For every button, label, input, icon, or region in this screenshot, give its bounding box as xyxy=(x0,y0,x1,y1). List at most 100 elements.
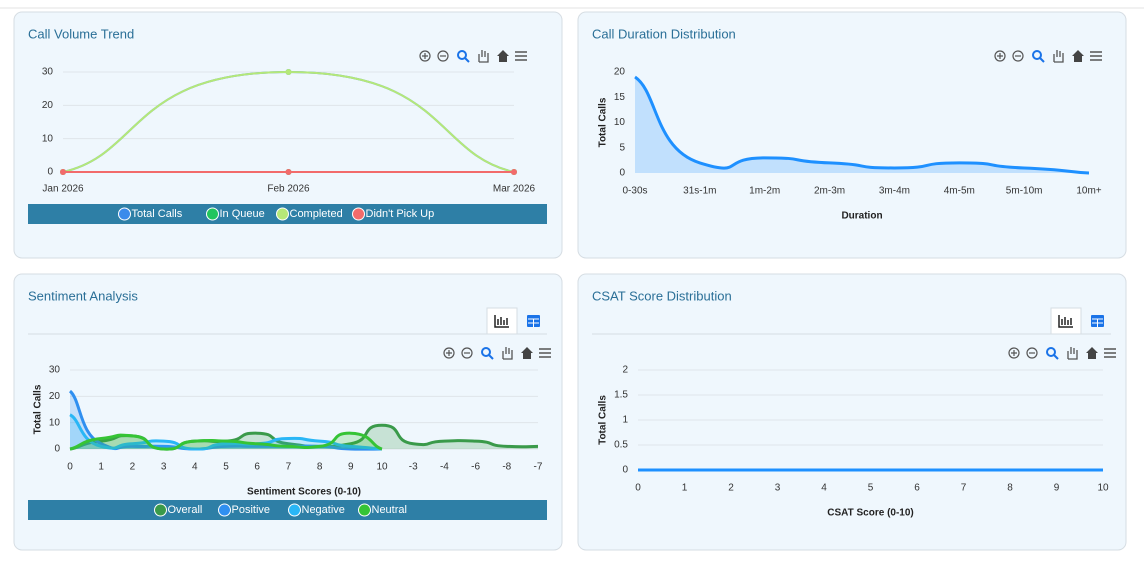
x-axis-title: CSAT Score (0-10) xyxy=(827,508,914,519)
x-tick-label: 1m-2m xyxy=(749,186,780,197)
legend-label: In Queue xyxy=(220,208,265,220)
x-tick-label: -6 xyxy=(471,462,480,473)
series-area xyxy=(635,77,1089,173)
chart-view-tab[interactable] xyxy=(1050,307,1082,335)
selection-zoom-icon xyxy=(1053,354,1059,360)
selection-zoom-button[interactable] xyxy=(1032,50,1042,60)
legend-item[interactable]: Overall xyxy=(154,503,203,517)
x-tick-label: 9 xyxy=(348,462,354,473)
x-tick-label: 6 xyxy=(254,462,260,473)
x-tick-label: -4 xyxy=(440,462,449,473)
x-tick-label: 1 xyxy=(682,483,688,494)
y-tick-label: 30 xyxy=(49,365,61,376)
menu-button[interactable] xyxy=(515,51,527,61)
selection-zoom-icon xyxy=(464,57,470,63)
pan-button[interactable] xyxy=(478,50,489,63)
x-tick-label: 3 xyxy=(775,483,781,494)
selection-zoom-icon xyxy=(488,354,494,360)
legend-item[interactable]: Neutral xyxy=(358,503,407,517)
x-tick-label: 10m+ xyxy=(1076,186,1101,197)
legend-item[interactable]: Didn't Pick Up xyxy=(352,207,435,221)
x-tick-label: 6 xyxy=(914,483,920,494)
chart-title: Sentiment Analysis xyxy=(28,288,138,303)
zoom-in-button[interactable] xyxy=(1008,347,1020,359)
chart-toolbar xyxy=(419,50,527,63)
x-tick-label: 2 xyxy=(728,483,734,494)
selection-zoom-button[interactable] xyxy=(1046,347,1056,357)
y-tick-label: 0 xyxy=(47,167,53,178)
zoom-out-button[interactable] xyxy=(461,347,473,359)
legend-marker xyxy=(352,207,365,221)
x-tick-label: 7 xyxy=(961,483,967,494)
selection-zoom-button[interactable] xyxy=(481,347,491,357)
pan-button[interactable] xyxy=(502,347,513,360)
x-tick-label: 10 xyxy=(1097,483,1109,494)
y-tick-label: 0 xyxy=(54,444,60,455)
x-tick-label: 4 xyxy=(192,462,198,473)
chart-view-tab[interactable] xyxy=(486,307,518,335)
x-tick-label: 2 xyxy=(130,462,136,473)
y-tick-label: 0 xyxy=(619,168,625,179)
legend-label: Neutral xyxy=(372,504,407,516)
reset-zoom-button[interactable] xyxy=(1072,50,1084,62)
legend-label: Didn't Pick Up xyxy=(366,208,435,220)
data-point xyxy=(511,169,517,175)
legend-item[interactable]: In Queue xyxy=(206,207,265,221)
y-tick-label: 1.5 xyxy=(614,390,628,401)
reset-zoom-button[interactable] xyxy=(521,347,533,359)
x-tick-label: 3 xyxy=(161,462,167,473)
menu-button[interactable] xyxy=(1104,348,1116,358)
legend-label: Overall xyxy=(168,504,203,516)
pan-button[interactable] xyxy=(1053,50,1064,63)
legend-marker xyxy=(154,503,167,517)
y-tick-label: 5 xyxy=(619,142,625,153)
y-tick-label: 15 xyxy=(614,92,626,103)
legend-item[interactable]: Positive xyxy=(218,503,271,517)
legend-marker xyxy=(288,503,301,517)
x-tick-label: Jan 2026 xyxy=(42,184,84,195)
zoom-out-button[interactable] xyxy=(1012,50,1024,62)
x-tick-label: 3m-4m xyxy=(879,186,910,197)
chart-card xyxy=(577,273,1127,551)
x-tick-label: 5 xyxy=(223,462,229,473)
zoom-out-button[interactable] xyxy=(437,50,449,62)
menu-button[interactable] xyxy=(1090,51,1102,61)
zoom-in-icon xyxy=(997,53,1003,59)
y-axis-title: Total Calls xyxy=(598,395,609,445)
legend-marker xyxy=(218,503,231,517)
legend-item[interactable]: Total Calls xyxy=(118,207,183,221)
legend-label: Total Calls xyxy=(132,208,183,220)
x-tick-label: 4m-5m xyxy=(944,186,975,197)
zoom-in-button[interactable] xyxy=(443,347,455,359)
chart-toolbar xyxy=(994,50,1102,63)
x-tick-label: 31s-1m xyxy=(683,186,716,197)
chart-toolbar xyxy=(443,347,551,360)
legend-marker xyxy=(276,207,289,221)
x-tick-label: 10 xyxy=(376,462,388,473)
series-line xyxy=(634,75,1090,175)
pan-button[interactable] xyxy=(1067,347,1078,360)
chart-card xyxy=(13,11,563,259)
legend-label: Positive xyxy=(232,504,271,516)
legend-item[interactable]: Completed xyxy=(276,207,343,221)
selection-zoom-button[interactable] xyxy=(457,50,467,60)
legend-marker xyxy=(358,503,371,517)
x-tick-label: 8 xyxy=(317,462,323,473)
reset-zoom-button[interactable] xyxy=(1086,347,1098,359)
x-tick-label: Feb 2026 xyxy=(267,184,310,195)
y-tick-label: 10 xyxy=(42,133,54,144)
reset-zoom-button[interactable] xyxy=(497,50,509,62)
legend-label: Negative xyxy=(302,504,345,516)
x-tick-label: 8 xyxy=(1007,483,1013,494)
x-tick-label: 4 xyxy=(821,483,827,494)
zoom-out-button[interactable] xyxy=(1026,347,1038,359)
legend-label: Completed xyxy=(290,208,343,220)
chart-card xyxy=(13,273,563,551)
x-tick-label: 5 xyxy=(868,483,874,494)
zoom-in-button[interactable] xyxy=(419,50,431,62)
menu-button[interactable] xyxy=(539,348,551,358)
zoom-in-icon xyxy=(1011,350,1017,356)
zoom-in-button[interactable] xyxy=(994,50,1006,62)
legend-item[interactable]: Negative xyxy=(288,503,345,517)
